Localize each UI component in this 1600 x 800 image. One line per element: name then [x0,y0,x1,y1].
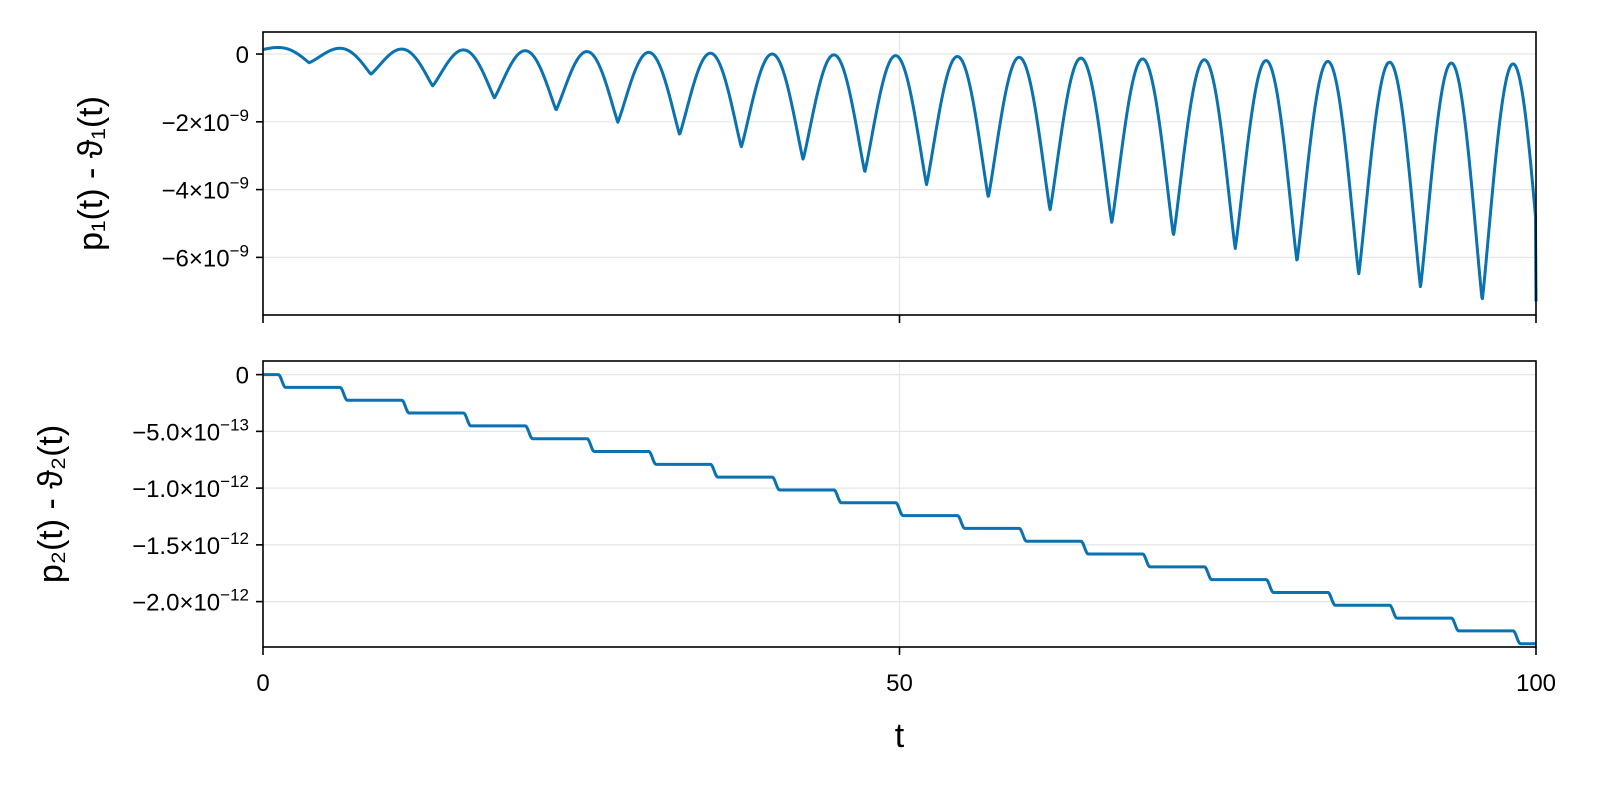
series-line-top [262,45,1538,302]
y-tick-label: 0 [236,42,249,69]
y-tick-label: −4×10−9 [162,174,249,205]
y-tick-label: −2.0×10−12 [132,586,249,617]
x-tick-label: 100 [1516,670,1556,697]
top-panel: 0 −2×10−9 −4×10−9 −6×10−9 p₁(t) - ϑ₁(t) [72,31,1538,323]
x-tick-label: 50 [886,670,913,697]
y-tick-label: −2×10−9 [162,106,249,137]
y-tick-label: −1.5×10−12 [132,529,249,560]
y-axis-label: p₂(t) - ϑ₂(t) [32,425,70,583]
series-line-bottom [262,373,1537,646]
y-tick-label: −5.0×10−13 [132,415,249,446]
bottom-panel: 0 −5.0×10−13 −1.0×10−12 −1.5×10−12 −2.0×10−1… [32,360,1556,755]
x-axis-label: t [895,717,905,755]
y-tick-label: −6×10−9 [162,241,249,272]
x-tick-label: 0 [256,670,269,697]
y-tick-label: 0 [236,363,249,390]
y-tick-label: −1.0×10−12 [132,472,249,503]
y-axis-label: p₁(t) - ϑ₁(t) [72,96,110,251]
